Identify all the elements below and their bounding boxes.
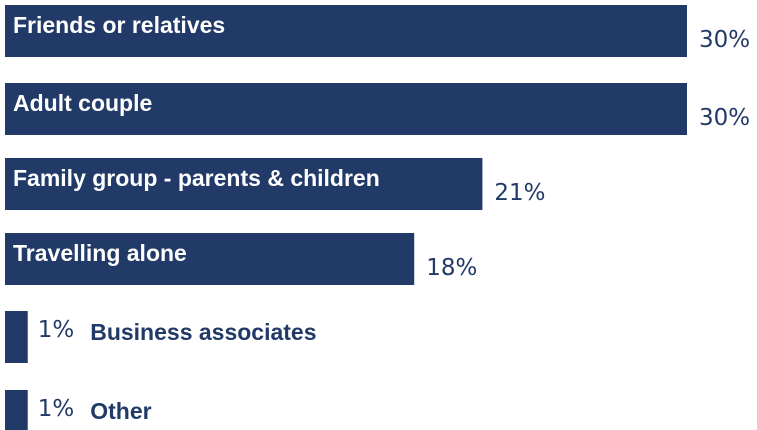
category-label-other: Other [90, 398, 151, 424]
value-label-travelling-alone: 18% [426, 255, 477, 281]
value-label-adult-couple: 30% [699, 105, 750, 131]
value-label-business-associates: 1% [38, 317, 75, 343]
bar-family-group-parents-and-children [5, 158, 483, 210]
category-label-adult-couple: Adult couple [13, 90, 152, 116]
bar-adult-couple [5, 83, 687, 135]
category-label-travelling-alone: Travelling alone [13, 240, 187, 266]
value-label-friends-or-relatives: 30% [699, 27, 750, 53]
category-label-business-associates: Business associates [90, 319, 316, 345]
value-label-family-group-parents-and-children: 21% [494, 180, 545, 206]
value-label-other: 1% [38, 396, 75, 422]
bar-travelling-alone [5, 233, 415, 285]
category-label-friends-or-relatives: Friends or relatives [13, 12, 225, 38]
bar-business-associates [5, 311, 28, 363]
bar-other [5, 390, 28, 430]
category-label-family-group-parents-and-children: Family group - parents & children [13, 165, 380, 191]
bar-friends-or-relatives [5, 5, 687, 57]
